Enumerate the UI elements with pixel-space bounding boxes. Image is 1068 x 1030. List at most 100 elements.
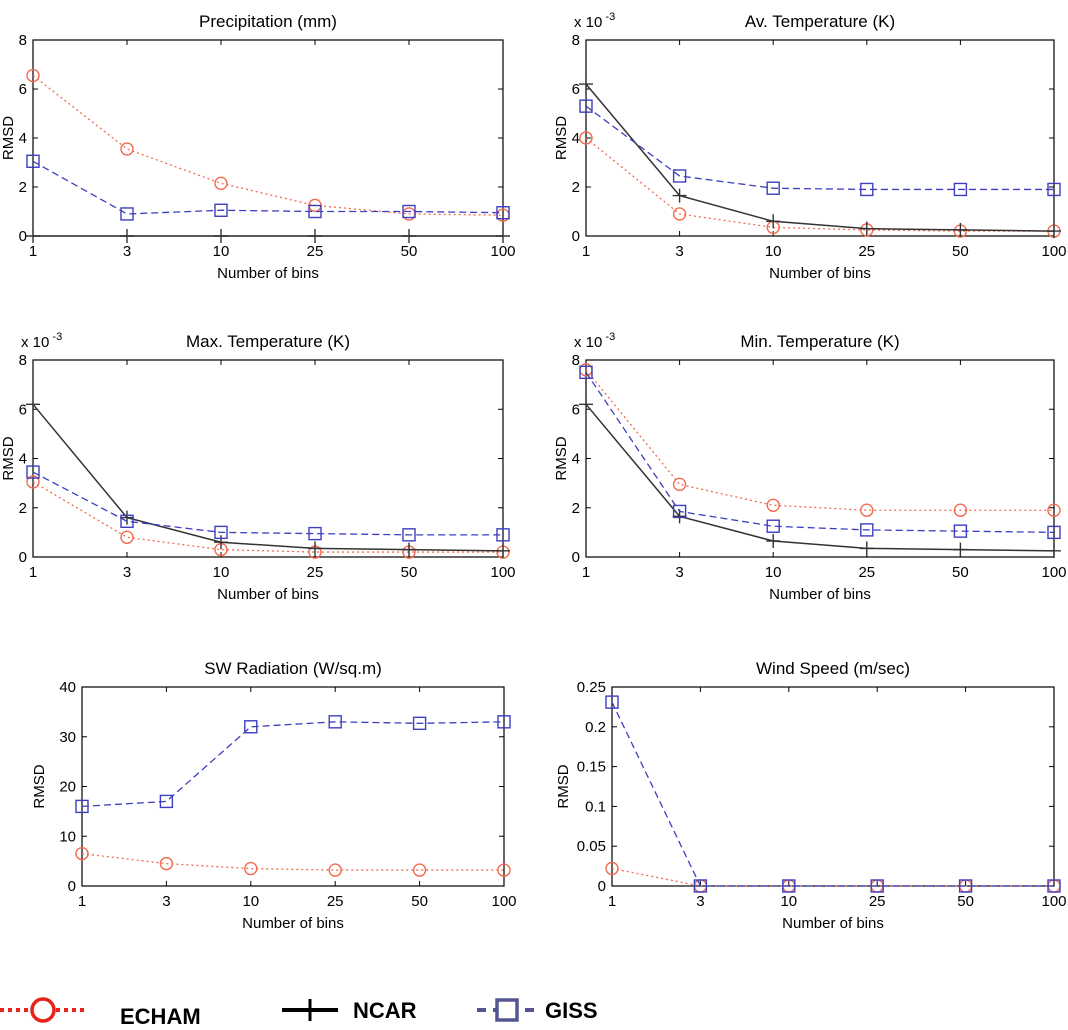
series-ncar [579, 397, 1061, 558]
x-tick-label: 100 [490, 564, 515, 581]
data-point-giss [1047, 879, 1061, 893]
chart-panel-3: Max. Temperature (K) x 10 -3 0 2 4 6 8 1 3 10 25 50… [0, 331, 516, 603]
data-point-giss [953, 524, 968, 538]
x-tick-label: 100 [1041, 243, 1066, 260]
x-tick-label: 3 [696, 893, 704, 910]
x-tick-label: 1 [78, 893, 86, 910]
exponent-label: x 10 -3 [574, 331, 615, 351]
data-point-ncar [496, 543, 510, 558]
legend-marker-echam [30, 997, 56, 1023]
y-tick-label: 6 [572, 81, 580, 98]
chart-title: Av. Temperature (K) [745, 12, 895, 31]
data-point-giss [496, 528, 510, 542]
data-point-giss [120, 514, 134, 528]
x-tick-label: 3 [675, 564, 683, 581]
data-point-giss [766, 181, 780, 195]
data-point-echam [412, 863, 427, 877]
series-line-echam [32, 75, 504, 216]
y-tick-label: 0 [572, 549, 580, 566]
x-tick-label: 10 [765, 243, 782, 260]
data-point-ncar [766, 214, 781, 229]
data-point-ncar [496, 229, 510, 243]
y-tick-label: 6 [19, 401, 27, 418]
data-point-giss [402, 204, 416, 219]
series-line-giss [585, 371, 1055, 534]
data-point-ncar [579, 77, 593, 92]
series-line-echam [32, 481, 503, 553]
exponent-label: x 10 -3 [574, 11, 615, 31]
y-tick-label: 2 [572, 500, 580, 517]
data-point-echam [579, 131, 593, 145]
y-axis-label: RMSD [0, 116, 17, 160]
axes-frame [32, 39, 504, 237]
series-ncar [26, 229, 510, 243]
x-tick-label: 50 [401, 243, 418, 260]
axes-frame [611, 686, 1055, 887]
y-tick-label: 40 [59, 679, 76, 696]
x-tick-label: 100 [1041, 893, 1066, 910]
x-tick-label: 50 [957, 893, 974, 910]
exponent-label: x 10 -3 [21, 331, 62, 351]
series-line-ncar [585, 83, 1055, 232]
data-point-ncar [953, 222, 968, 237]
data-point-giss [958, 879, 973, 893]
y-tick-label: 8 [572, 32, 580, 49]
x-tick-label: 50 [952, 564, 969, 581]
x-tick-label: 10 [242, 893, 259, 910]
x-tick-label: 10 [780, 893, 797, 910]
x-tick-label: 25 [307, 564, 324, 581]
legend-item-echam: ECHAM [0, 997, 201, 1029]
x-tick-label: 50 [952, 243, 969, 260]
data-point-echam [120, 142, 134, 156]
series-giss [605, 695, 1061, 893]
data-point-giss [672, 169, 687, 183]
data-point-giss [860, 182, 874, 197]
series-giss [579, 365, 1061, 540]
x-tick-label: 100 [491, 893, 516, 910]
data-point-giss [579, 99, 593, 113]
legend-label-giss: GISS [545, 998, 598, 1023]
series-echam [579, 363, 1061, 517]
data-point-echam [75, 846, 89, 861]
y-tick-label: 20 [59, 779, 76, 796]
data-point-giss [870, 879, 884, 893]
legend-label-ncar: NCAR [353, 998, 417, 1023]
x-tick-label: 25 [327, 893, 344, 910]
series-line-echam [81, 853, 504, 871]
chart-panel-2: Av. Temperature (K) x 10 -3 0 2 4 6 8 1 3 10 25 50 1… [553, 11, 1067, 282]
series-line-giss [32, 160, 504, 215]
series-echam [605, 861, 1061, 893]
data-point-echam [860, 503, 874, 517]
data-point-giss [308, 526, 322, 541]
chart-title: Min. Temperature (K) [740, 332, 899, 351]
data-point-ncar [579, 397, 593, 412]
data-point-giss [1047, 525, 1061, 540]
data-point-giss [1047, 182, 1061, 197]
data-point-giss [766, 519, 780, 533]
x-tick-label: 50 [401, 564, 418, 581]
data-point-giss [120, 207, 134, 221]
data-point-ncar [308, 541, 322, 556]
y-tick-label: 2 [572, 179, 580, 196]
data-point-giss [693, 879, 708, 893]
data-point-giss [328, 715, 342, 729]
series-line-giss [81, 721, 505, 808]
data-point-giss [214, 203, 228, 217]
data-point-giss [497, 715, 511, 729]
data-point-giss [244, 720, 258, 734]
data-point-ncar [859, 221, 874, 236]
data-point-giss [579, 365, 593, 380]
data-point-echam [120, 530, 134, 544]
x-tick-label: 100 [490, 243, 515, 260]
x-tick-label: 25 [858, 243, 875, 260]
x-tick-label: 1 [582, 564, 590, 581]
data-point-ncar [120, 229, 134, 243]
chart-title: Wind Speed (m/sec) [756, 659, 910, 678]
x-axis-label: Number of bins [769, 265, 871, 282]
chart-panel-6: Wind Speed (m/sec) 0 0.05 0.1 0.15 0.2 0.25 1 3 1… [555, 659, 1067, 932]
y-tick-label: 6 [572, 401, 580, 418]
x-tick-label: 10 [213, 243, 230, 260]
data-point-echam [497, 863, 511, 877]
legend-marker-giss [495, 998, 519, 1022]
data-point-echam [159, 856, 174, 871]
